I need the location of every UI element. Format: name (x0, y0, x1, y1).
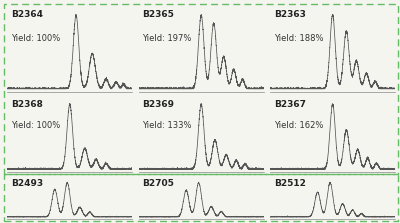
Text: Yield: 100%: Yield: 100% (11, 121, 60, 130)
Text: B2493: B2493 (11, 179, 43, 188)
Text: Yield: 197%: Yield: 197% (142, 34, 192, 43)
Text: B2364: B2364 (11, 10, 43, 19)
Text: Yield: 162%: Yield: 162% (274, 121, 323, 130)
Text: B2367: B2367 (274, 100, 306, 109)
Text: B2705: B2705 (142, 179, 174, 188)
Text: B2369: B2369 (142, 100, 174, 109)
Text: Yield: 100%: Yield: 100% (11, 34, 60, 43)
Text: Yield: 133%: Yield: 133% (142, 121, 192, 130)
Text: B2368: B2368 (11, 100, 43, 109)
Text: B2512: B2512 (274, 179, 306, 188)
Text: B2365: B2365 (142, 10, 174, 19)
Text: B2363: B2363 (274, 10, 306, 19)
Text: Yield: 188%: Yield: 188% (274, 34, 323, 43)
